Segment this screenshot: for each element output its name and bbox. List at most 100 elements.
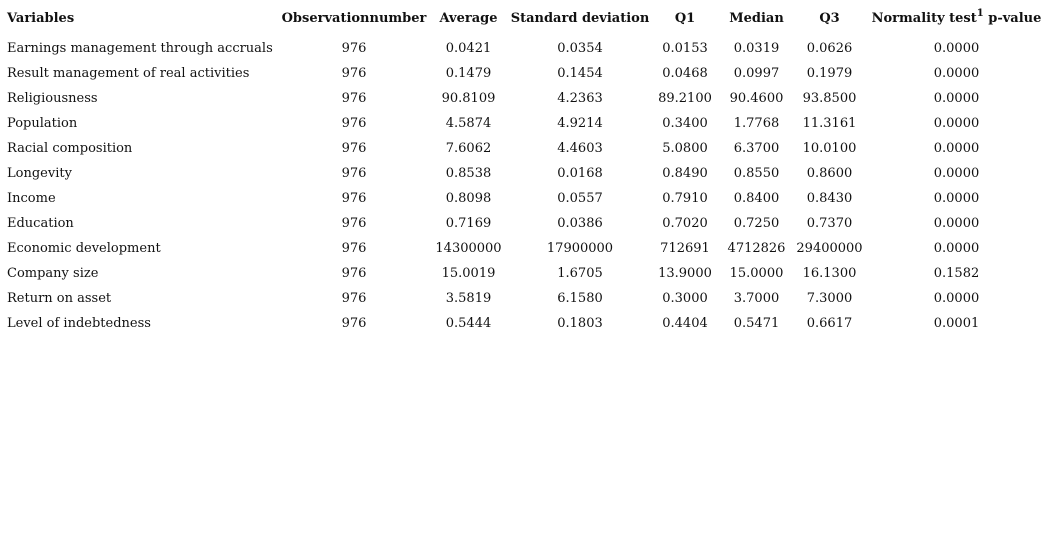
cell-observation-number: 976: [341, 166, 367, 181]
header-normality-test: Normality test1 p-value: [866, 0, 1047, 36]
descriptive-statistics-table: Variables Observationnumber Average Stan…: [0, 0, 1047, 336]
cell-standard-deviation: 0.0354: [557, 41, 603, 56]
cell-standard-deviation: 0.0557: [557, 191, 603, 206]
cell-q3: 29400000: [796, 241, 863, 256]
cell-q1: 0.7910: [662, 191, 708, 206]
cell-variable: Earnings management through accruals: [7, 41, 273, 56]
cell-q3: 0.0626: [806, 41, 853, 56]
header-normality-pvalue: p-value: [988, 10, 1042, 26]
cell-standard-deviation: 1.6705: [557, 266, 603, 281]
table-row: Education 976 0.7169 0.0386 0.7020 0.7250 0.73…: [0, 211, 1047, 236]
cell-q1: 0.0468: [662, 66, 708, 81]
table-row: Population 976 4.5874 4.9214 0.3400 1.7768 11.…: [0, 111, 1047, 136]
header-normality-footnote-marker: 1: [976, 7, 984, 19]
cell-variable: Economic development: [7, 241, 161, 256]
header-median: Median: [729, 10, 784, 26]
cell-variable: Income: [7, 191, 56, 206]
header-row: Variables Observationnumber Average Stan…: [0, 0, 1047, 36]
cell-median: 1.7768: [733, 116, 780, 131]
cell-variable: Religiousness: [7, 91, 98, 106]
cell-average: 7.6062: [445, 141, 492, 156]
cell-observation-number: 976: [341, 116, 367, 131]
cell-normality-pvalue: 0.1582: [933, 266, 980, 281]
cell-average: 0.8098: [445, 191, 492, 206]
cell-q1: 0.7020: [662, 216, 708, 231]
cell-observation-number: 976: [341, 41, 367, 56]
header-q1: Q1: [674, 10, 696, 26]
cell-observation-number: 976: [341, 316, 367, 331]
table-row: Result management of real activities 976 0…: [0, 61, 1047, 86]
cell-median: 0.0319: [733, 41, 780, 56]
cell-q3: 0.1979: [806, 66, 853, 81]
header-normality-label: Normality test: [871, 10, 977, 26]
cell-q1: 0.8490: [662, 166, 708, 181]
cell-q1: 712691: [660, 241, 710, 256]
cell-average: 0.0421: [445, 41, 492, 56]
cell-median: 6.3700: [733, 141, 780, 156]
cell-normality-pvalue: 0.0000: [933, 41, 980, 56]
cell-observation-number: 976: [341, 141, 367, 156]
cell-q3: 10.0100: [802, 141, 857, 156]
cell-q1: 0.3000: [662, 291, 708, 306]
cell-average: 0.8538: [445, 166, 492, 181]
cell-average: 15.0019: [441, 266, 496, 281]
table-row: Return on asset 976 3.5819 6.1580 0.3000 3.70…: [0, 286, 1047, 311]
cell-variable: Education: [7, 216, 74, 231]
table-row: Earnings management through accruals 976 0…: [0, 36, 1047, 61]
cell-q1: 89.2100: [658, 91, 712, 106]
cell-variable: Longevity: [7, 166, 72, 181]
cell-standard-deviation: 0.1803: [557, 316, 603, 331]
cell-median: 15.0000: [729, 266, 784, 281]
cell-q1: 13.9000: [658, 266, 712, 281]
cell-variable: Racial composition: [7, 141, 133, 156]
cell-q1: 0.3400: [662, 116, 708, 131]
table-header: Variables Observationnumber Average Stan…: [0, 0, 1047, 36]
cell-median: 0.7250: [733, 216, 780, 231]
cell-observation-number: 976: [341, 291, 367, 306]
cell-variable: Company size: [7, 266, 99, 281]
cell-median: 3.7000: [733, 291, 780, 306]
cell-variable: Population: [7, 116, 78, 131]
table-row: Income 976 0.8098 0.0557 0.7910 0.8400 0.8430 0…: [0, 186, 1047, 211]
cell-q3: 0.7370: [806, 216, 853, 231]
table-body: Earnings management through accruals 976 0…: [0, 36, 1047, 336]
cell-q3: 93.8500: [802, 91, 857, 106]
cell-q3: 16.1300: [802, 266, 857, 281]
header-observation-number: Observationnumber: [281, 10, 427, 26]
cell-observation-number: 976: [341, 216, 367, 231]
cell-average: 4.5874: [445, 116, 492, 131]
cell-standard-deviation: 4.2363: [557, 91, 603, 106]
cell-normality-pvalue: 0.0000: [933, 66, 980, 81]
cell-q1: 0.0153: [662, 41, 708, 56]
cell-normality-pvalue: 0.0001: [933, 316, 980, 331]
cell-q3: 7.3000: [806, 291, 853, 306]
cell-variable: Return on asset: [7, 291, 112, 306]
cell-standard-deviation: 0.0168: [557, 166, 603, 181]
cell-median: 90.4600: [729, 91, 784, 106]
cell-average: 3.5819: [445, 291, 492, 306]
cell-median: 0.8400: [733, 191, 780, 206]
header-average: Average: [439, 10, 498, 26]
cell-normality-pvalue: 0.0000: [933, 216, 980, 231]
table-row: Longevity 976 0.8538 0.0168 0.8490 0.8550 0.86…: [0, 161, 1047, 186]
cell-standard-deviation: 4.4603: [557, 141, 603, 156]
table-row: Economic development 976 14300000 17900000 7…: [0, 236, 1047, 261]
cell-q3: 0.8430: [806, 191, 853, 206]
table-row: Religiousness 976 90.8109 4.2363 89.2100 90.4…: [0, 86, 1047, 111]
cell-q3: 0.6617: [806, 316, 853, 331]
table-row: Company size 976 15.0019 1.6705 13.9000 15.00…: [0, 261, 1047, 286]
cell-average: 14300000: [435, 241, 502, 256]
cell-standard-deviation: 4.9214: [557, 116, 603, 131]
cell-median: 0.8550: [733, 166, 780, 181]
cell-observation-number: 976: [341, 91, 367, 106]
cell-observation-number: 976: [341, 241, 367, 256]
cell-average: 90.8109: [441, 91, 496, 106]
cell-standard-deviation: 6.1580: [557, 291, 603, 306]
cell-normality-pvalue: 0.0000: [933, 191, 980, 206]
table-row: Racial composition 976 7.6062 4.4603 5.0800 6…: [0, 136, 1047, 161]
cell-normality-pvalue: 0.0000: [933, 166, 980, 181]
cell-normality-pvalue: 0.0000: [933, 291, 980, 306]
cell-observation-number: 976: [341, 266, 367, 281]
cell-median: 0.5471: [733, 316, 780, 331]
cell-q1: 0.4404: [662, 316, 708, 331]
